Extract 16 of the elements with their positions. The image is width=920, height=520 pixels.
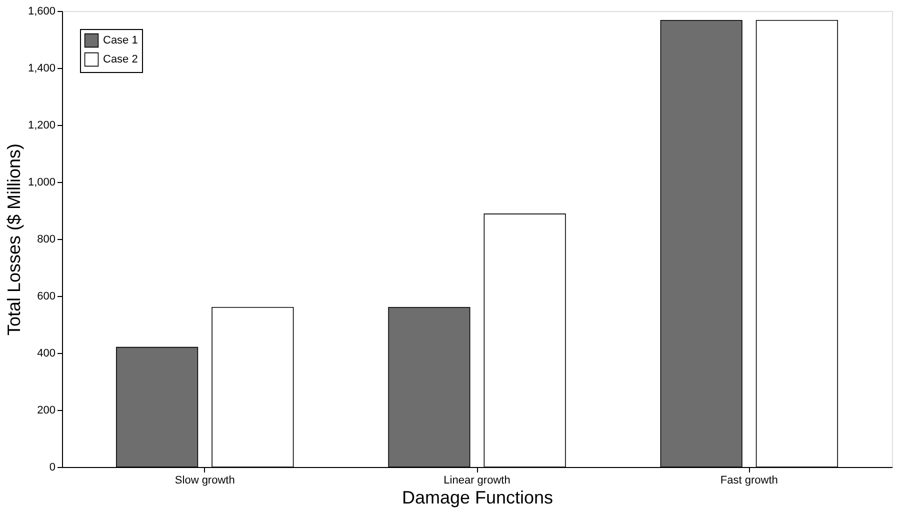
y-tick-label: 1,200 [28, 120, 56, 132]
y-tick-label: 800 [37, 234, 56, 246]
x-tick-label: Linear growth [444, 474, 510, 486]
x-axis-title: Damage Functions [402, 488, 554, 508]
legend-label: Case 1 [103, 34, 138, 46]
y-tick-label: 1,400 [28, 62, 56, 74]
y-axis-title: Total Losses ($ Millions) [4, 143, 24, 336]
y-tick-label: 1,600 [28, 6, 56, 18]
y-tick-label: 1,000 [28, 176, 56, 188]
y-tick-label: 0 [49, 462, 56, 474]
y-tick-label: 400 [37, 348, 56, 360]
x-tick-label: Slow growth [174, 474, 235, 486]
y-tick-label: 600 [37, 290, 56, 302]
y-tick-label: 200 [37, 404, 56, 416]
legend-label: Case 2 [103, 54, 138, 66]
x-tick-label: Fast growth [720, 474, 778, 486]
